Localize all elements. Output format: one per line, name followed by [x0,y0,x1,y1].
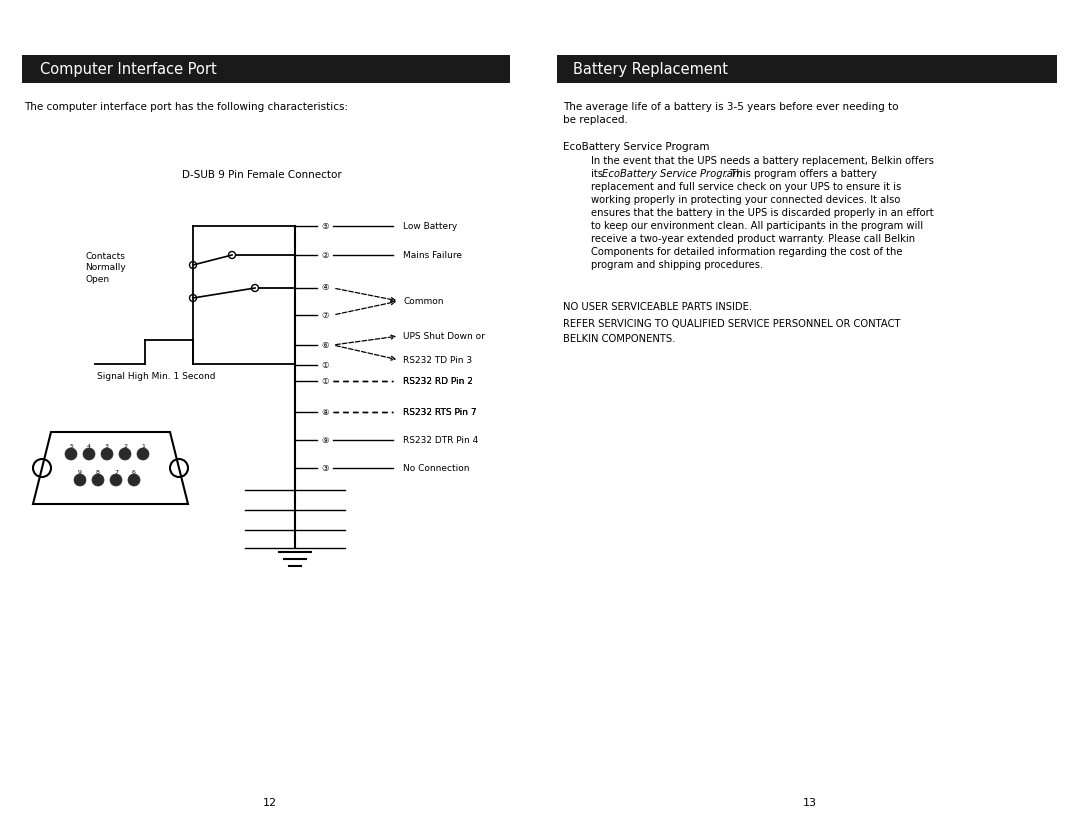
Circle shape [75,474,86,486]
Text: UPS Shut Down or: UPS Shut Down or [403,331,485,340]
Text: RS232 DTR Pin 4: RS232 DTR Pin 4 [403,435,478,445]
Text: . This program offers a battery: . This program offers a battery [724,169,877,179]
Text: Low Battery: Low Battery [403,222,457,230]
Text: Contacts
Normally
Open: Contacts Normally Open [85,252,125,284]
Text: receive a two-year extended product warranty. Please call Belkin: receive a two-year extended product warr… [591,234,915,244]
Text: Common: Common [403,297,444,305]
Text: In the event that the UPS needs a battery replacement, Belkin offers: In the event that the UPS needs a batter… [591,156,934,166]
Text: 8: 8 [96,470,100,475]
Text: 4: 4 [87,444,91,449]
Text: 2: 2 [123,444,127,449]
Text: RS232 RTS Pin 7: RS232 RTS Pin 7 [403,408,476,416]
Text: RS232 TD Pin 3: RS232 TD Pin 3 [403,355,472,364]
Text: RS232 RTS Pin 7: RS232 RTS Pin 7 [403,408,476,416]
Circle shape [119,448,131,460]
Text: 5: 5 [69,444,73,449]
Text: ⑧: ⑧ [321,408,328,416]
Text: Battery Replacement: Battery Replacement [573,62,728,77]
Circle shape [102,448,113,460]
Circle shape [83,448,95,460]
Text: 12: 12 [262,798,278,808]
Text: The average life of a battery is 3-5 years before ever needing to: The average life of a battery is 3-5 yea… [563,102,899,112]
Text: ensures that the battery in the UPS is discarded properly in an effort: ensures that the battery in the UPS is d… [591,208,933,218]
Text: ④: ④ [321,284,328,293]
Circle shape [92,474,104,486]
Text: No Connection: No Connection [403,464,470,473]
Text: ①: ① [321,376,328,385]
Text: ⑨: ⑨ [321,435,328,445]
Text: ①: ① [321,360,328,369]
Text: working properly in protecting your connected devices. It also: working properly in protecting your conn… [591,195,901,205]
Text: REFER SERVICING TO QUALIFIED SERVICE PERSONNEL OR CONTACT: REFER SERVICING TO QUALIFIED SERVICE PER… [563,319,901,329]
Text: 7: 7 [114,470,118,475]
Text: BELKIN COMPONENTS.: BELKIN COMPONENTS. [563,334,675,344]
Text: The computer interface port has the following characteristics:: The computer interface port has the foll… [24,102,348,112]
Circle shape [110,474,122,486]
Text: NO USER SERVICEABLE PARTS INSIDE.: NO USER SERVICEABLE PARTS INSIDE. [563,302,752,312]
Text: ③: ③ [321,464,328,473]
Text: Mains Failure: Mains Failure [403,250,462,259]
Text: 3: 3 [105,444,109,449]
Text: 6: 6 [132,470,136,475]
Text: Computer Interface Port: Computer Interface Port [40,62,217,77]
Text: ②: ② [321,250,328,259]
Text: Components for detailed information regarding the cost of the: Components for detailed information rega… [591,247,903,257]
Text: program and shipping procedures.: program and shipping procedures. [591,260,764,270]
Text: ⑦: ⑦ [321,310,328,319]
Circle shape [65,448,77,460]
Text: RS232 RD Pin 2: RS232 RD Pin 2 [403,376,473,385]
Bar [557,55,1057,83]
Text: Signal High Min. 1 Second: Signal High Min. 1 Second [97,372,216,381]
Circle shape [137,448,149,460]
Text: 9: 9 [78,470,82,475]
Text: 1: 1 [141,444,145,449]
Bar [22,55,510,83]
Text: EcoBattery Service Program: EcoBattery Service Program [602,169,743,179]
Text: to keep our environment clean. All participants in the program will: to keep our environment clean. All parti… [591,221,923,231]
Text: EcoBattery Service Program: EcoBattery Service Program [563,142,710,152]
Text: 13: 13 [804,798,816,808]
Text: its: its [591,169,606,179]
Text: RS232 RD Pin 2: RS232 RD Pin 2 [403,376,473,385]
Text: replacement and full service check on your UPS to ensure it is: replacement and full service check on yo… [591,182,901,192]
Text: ⑥: ⑥ [321,340,328,349]
Text: be replaced.: be replaced. [563,115,627,125]
Text: ⑤: ⑤ [321,222,328,230]
Circle shape [129,474,140,486]
Text: D-SUB 9 Pin Female Connector: D-SUB 9 Pin Female Connector [183,170,342,180]
